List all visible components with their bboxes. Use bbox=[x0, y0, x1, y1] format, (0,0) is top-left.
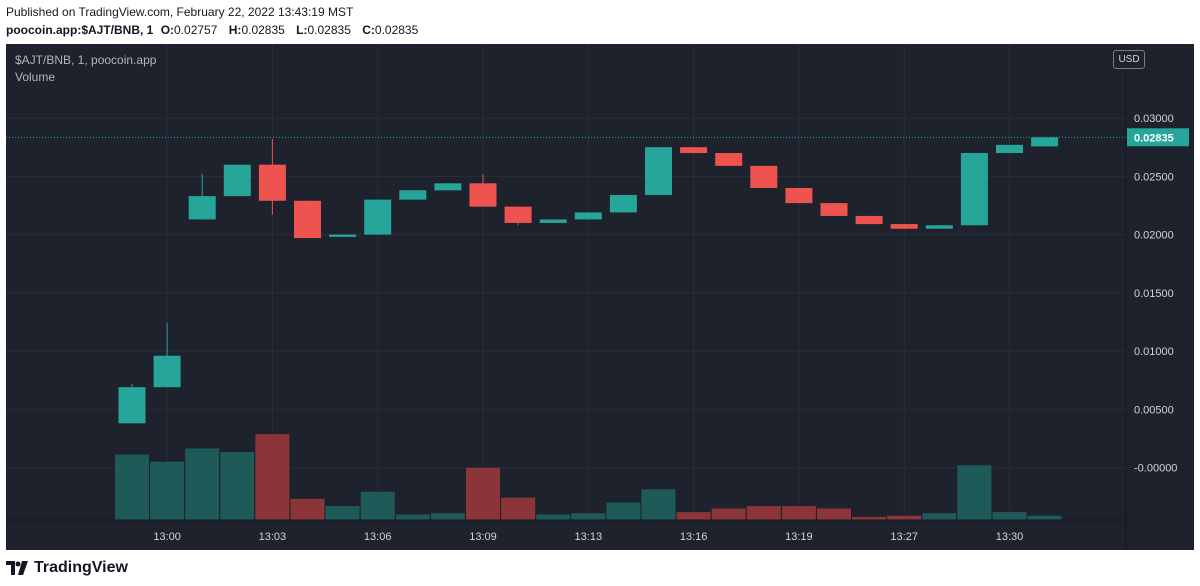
x-tick-label: 13:00 bbox=[153, 531, 181, 543]
open-label: O: bbox=[160, 23, 175, 37]
chart-canvas[interactable]: 0.03000 0.02500 0.02000 0.01500 0.01000 0.005… bbox=[6, 44, 1194, 550]
y-tick-label: 0.00500 bbox=[1134, 404, 1174, 416]
volume-bar bbox=[921, 512, 958, 521]
legend-symbol[interactable]: $AJT/BNB, 1, poocoin.app bbox=[15, 53, 157, 67]
candle-body bbox=[890, 224, 918, 229]
volume-bar bbox=[394, 513, 431, 521]
high-label: H: bbox=[228, 23, 242, 37]
low-label: L: bbox=[296, 23, 308, 37]
volume-bar bbox=[780, 505, 817, 521]
candle-body bbox=[750, 165, 778, 188]
candle-body bbox=[680, 147, 708, 154]
candle-body bbox=[153, 355, 181, 388]
candle-body bbox=[434, 183, 462, 191]
symbol-line: poocoin.app:$AJT/BNB, 1 bbox=[6, 23, 154, 37]
published-info: Published on TradingView.com, February 2… bbox=[6, 5, 354, 19]
close-label: C: bbox=[362, 23, 375, 37]
y-tick-label: 0.02000 bbox=[1134, 230, 1174, 242]
x-tick-label: 13:06 bbox=[364, 531, 392, 543]
tradingview-logo[interactable]: TradingView bbox=[6, 558, 128, 578]
volume-bar bbox=[184, 447, 221, 521]
candle-body bbox=[364, 199, 392, 235]
volume-bar bbox=[640, 488, 677, 521]
candle-body bbox=[1031, 137, 1059, 147]
candle-body bbox=[118, 387, 146, 424]
close-value: 0.02835 bbox=[374, 23, 419, 37]
volume-bar bbox=[254, 433, 291, 521]
brand-name: TradingView bbox=[34, 559, 128, 576]
candle-body bbox=[785, 187, 813, 204]
x-tick-label: 13:16 bbox=[680, 531, 708, 543]
ohlc-high: H:0.02835 bbox=[229, 23, 289, 37]
volume-bar bbox=[465, 466, 501, 521]
candle-body bbox=[399, 190, 427, 200]
volume-bar bbox=[886, 514, 923, 521]
high-value: 0.02835 bbox=[241, 23, 285, 37]
volume-bar bbox=[745, 505, 782, 521]
ohlc-open: O:0.02757 bbox=[161, 23, 222, 37]
candle-body bbox=[294, 200, 321, 239]
candle-body bbox=[258, 164, 286, 201]
volume-bar bbox=[991, 511, 1028, 521]
chart-area[interactable]: 0.03000 0.02500 0.02000 0.01500 0.01000 0.005… bbox=[6, 44, 1194, 550]
volume-bar bbox=[710, 507, 747, 521]
x-tick-label: 13:13 bbox=[575, 531, 603, 543]
candle-body bbox=[820, 203, 848, 216]
candle-body bbox=[715, 153, 743, 166]
low-value: 0.02835 bbox=[307, 23, 351, 37]
candle-body bbox=[925, 225, 953, 229]
volume-bar bbox=[956, 464, 993, 521]
x-tick-label: 13:27 bbox=[890, 531, 918, 543]
x-tick-label: 13:19 bbox=[785, 531, 813, 543]
candle-body bbox=[996, 144, 1023, 154]
x-tick-label: 13:09 bbox=[469, 531, 497, 543]
candle-body bbox=[188, 196, 216, 220]
volume-bar bbox=[675, 511, 712, 521]
volume-bar bbox=[535, 513, 572, 521]
volume-bar bbox=[114, 453, 150, 521]
volume-bar bbox=[324, 505, 361, 521]
y-tick-label: 0.01000 bbox=[1134, 346, 1174, 358]
volume-bar bbox=[289, 497, 326, 521]
volume-bar bbox=[570, 512, 607, 521]
volume-bar bbox=[500, 496, 537, 521]
ohlc-close: C:0.02835 bbox=[362, 23, 422, 37]
legend-volume[interactable]: Volume bbox=[15, 70, 56, 84]
candle-body bbox=[574, 212, 602, 220]
candle-body bbox=[960, 153, 988, 226]
ohlc-header: poocoin.app:$AJT/BNB, 1 O:0.02757 H:0.02… bbox=[6, 23, 426, 37]
candle-body bbox=[855, 215, 883, 225]
last-price-label: 0.02835 bbox=[1134, 132, 1174, 144]
volume-bar bbox=[429, 512, 466, 521]
open-value: 0.02757 bbox=[174, 23, 218, 37]
tradingview-icon bbox=[6, 561, 28, 575]
candle-body bbox=[539, 219, 567, 223]
candle-body bbox=[504, 206, 532, 223]
volume-bar bbox=[149, 460, 186, 521]
volume-bar bbox=[816, 507, 852, 521]
y-tick-label: -0.00000 bbox=[1134, 463, 1177, 475]
y-tick-label: 0.02500 bbox=[1134, 171, 1174, 183]
x-tick-label: 13:30 bbox=[996, 531, 1024, 543]
volume-bar bbox=[605, 501, 642, 521]
candle-body bbox=[609, 194, 637, 213]
x-tick-label: 13:03 bbox=[259, 531, 287, 543]
volume-bar bbox=[219, 451, 256, 521]
last-price-box bbox=[1127, 128, 1189, 147]
candle-body bbox=[329, 234, 357, 237]
volume-bar bbox=[359, 490, 396, 521]
volume-bar bbox=[1026, 514, 1063, 521]
volume-bar bbox=[851, 515, 888, 521]
candle-body bbox=[469, 183, 497, 207]
currency-button[interactable]: USD bbox=[1113, 50, 1145, 69]
candle-body bbox=[645, 147, 672, 195]
y-tick-label: 0.03000 bbox=[1134, 113, 1174, 125]
candle-body bbox=[223, 164, 251, 197]
ohlc-low: L:0.02835 bbox=[296, 23, 355, 37]
y-tick-label: 0.01500 bbox=[1134, 288, 1174, 300]
